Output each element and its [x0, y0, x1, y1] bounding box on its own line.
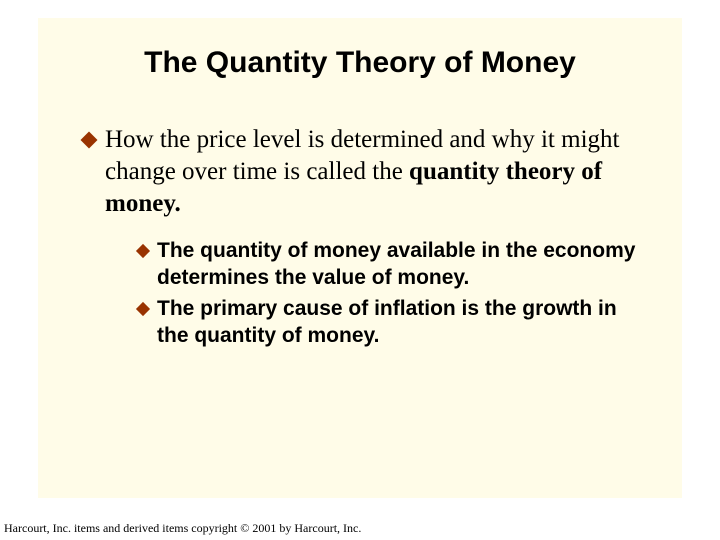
bullet-level2: The quantity of money available in the e…	[136, 238, 646, 292]
copyright-footer: Harcourt, Inc. items and derived items c…	[4, 521, 361, 536]
level2-group: The quantity of money available in the e…	[74, 238, 646, 350]
diamond-icon	[80, 131, 97, 148]
level1-prefix: How	[105, 126, 160, 153]
diamond-icon	[136, 244, 150, 258]
bullet-level2: The primary cause of inflation is the gr…	[136, 296, 646, 350]
level2-text: The quantity of money available in the e…	[157, 238, 646, 292]
level2-text: The primary cause of inflation is the gr…	[157, 296, 646, 350]
level1-text: How the price level is determined and wh…	[105, 124, 646, 220]
diamond-icon	[136, 302, 150, 316]
slide-panel: The Quantity Theory of Money How the pri…	[38, 18, 682, 498]
bullet-level1: How the price level is determined and wh…	[74, 124, 646, 220]
slide-title: The Quantity Theory of Money	[74, 46, 646, 80]
